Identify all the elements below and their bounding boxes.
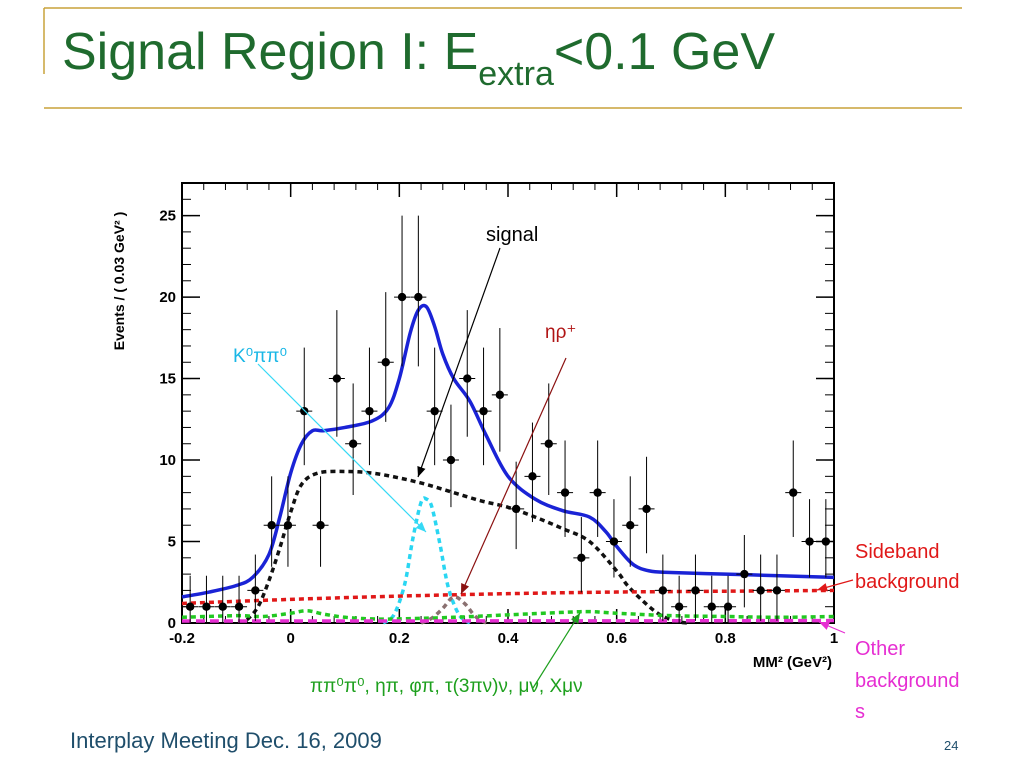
other-label-1: Other xyxy=(855,638,905,660)
x-tick-label: 0.6 xyxy=(606,630,627,647)
sideband-label-1: Sideband xyxy=(855,541,940,563)
data-point xyxy=(560,488,570,497)
curve-pi-pi0-pi0-etc xyxy=(181,609,835,621)
data-point xyxy=(202,602,211,611)
sideband-arrow-head xyxy=(817,583,828,592)
data-point xyxy=(495,390,505,400)
data-point xyxy=(316,521,325,530)
data-point xyxy=(365,406,374,416)
x-tick-label: 1 xyxy=(830,630,838,647)
title-frame xyxy=(43,7,962,109)
curve-eta-rho xyxy=(420,595,488,625)
x-tick-label: 0.4 xyxy=(498,630,520,647)
green-bkg-label: ππ⁰π⁰, ηπ, φπ, τ(3πν)ν, μν, Xμν xyxy=(310,676,583,697)
x-tick-label: 0.2 xyxy=(389,630,410,647)
data-point xyxy=(593,488,602,497)
annotation-arrows xyxy=(257,247,854,689)
y-tick-label: 0 xyxy=(168,615,176,632)
data-point xyxy=(723,602,733,611)
data-point xyxy=(609,537,619,546)
data-point xyxy=(332,374,342,383)
data-point xyxy=(658,586,668,595)
data-point xyxy=(707,602,716,611)
data-point xyxy=(397,292,407,302)
y-axis-label: Events / ( 0.03 GeV² ) xyxy=(111,212,127,351)
k0-label: K⁰ππ⁰ xyxy=(233,346,287,367)
data-point xyxy=(805,537,814,546)
plot-frame xyxy=(181,182,835,624)
signal-label: signal xyxy=(486,224,538,246)
curve-k0pi0 xyxy=(381,496,472,625)
page-title: Signal Region I: Eextra<0.1 GeV xyxy=(62,23,776,93)
y-tick-label: 25 xyxy=(159,208,176,225)
other-arrow-head xyxy=(819,622,830,630)
curve-signal xyxy=(245,469,688,625)
x-tick-label: 0 xyxy=(286,630,294,647)
data-point xyxy=(348,439,358,448)
data-point xyxy=(821,537,831,546)
x-tick-label: -0.2 xyxy=(169,630,195,647)
curve-sideband-background xyxy=(181,588,835,606)
curve-total-fit xyxy=(181,303,835,599)
page-number: 24 xyxy=(944,738,959,753)
y-tick-label: 10 xyxy=(159,452,176,469)
data-point xyxy=(626,521,635,530)
title-area: Signal Region I: Eextra<0.1 GeV xyxy=(0,0,1024,110)
data-point xyxy=(511,504,521,514)
k0-arrow-head xyxy=(415,521,426,532)
data-point xyxy=(577,553,586,563)
signal-arrow xyxy=(417,247,501,478)
data-point xyxy=(691,586,700,595)
data-point xyxy=(544,439,553,448)
curve-other-backgrounds xyxy=(182,618,835,623)
other-label-2: background xyxy=(855,670,960,692)
data-point xyxy=(772,586,782,595)
etarho-arrow xyxy=(460,357,567,595)
data-point xyxy=(251,586,260,595)
data-point xyxy=(430,406,439,416)
other-label-3: s xyxy=(855,701,865,723)
y-tick-label: 15 xyxy=(159,371,176,388)
x-axis-label: MM² (GeV²) xyxy=(753,654,832,671)
fit-curves xyxy=(181,303,835,625)
data-point xyxy=(381,358,390,367)
x-tick-label: 0.8 xyxy=(715,630,736,647)
green-bkg-arrow xyxy=(532,612,581,689)
data-point xyxy=(283,521,293,530)
data-point xyxy=(218,602,227,611)
footer-text: Interplay Meeting Dec. 16, 2009 xyxy=(70,728,382,753)
title-tail: <0.1 GeV xyxy=(553,23,776,81)
data-point xyxy=(463,374,472,383)
data-point xyxy=(528,472,537,481)
data-point xyxy=(185,602,195,611)
etarho-arrow-head xyxy=(461,583,470,594)
signal-arrow-head xyxy=(417,466,426,477)
etarho-label: ηρ⁺ xyxy=(545,322,576,343)
data-point xyxy=(789,488,798,497)
data-point xyxy=(479,406,488,416)
data-point xyxy=(756,586,765,595)
sideband-label-2: background xyxy=(855,571,960,593)
data-point xyxy=(740,569,749,579)
green-bkg-arrow-head xyxy=(570,613,580,624)
data-point xyxy=(414,292,423,302)
k0-arrow xyxy=(257,363,427,533)
data-point xyxy=(642,504,651,514)
data-point xyxy=(300,406,309,416)
y-tick-label: 20 xyxy=(159,289,176,306)
data-point xyxy=(234,602,244,611)
data-point xyxy=(267,521,276,530)
data-points xyxy=(182,215,834,623)
title-subscript: extra xyxy=(478,55,554,93)
y-tick-label: 5 xyxy=(168,534,176,551)
data-point xyxy=(674,602,684,611)
data-point xyxy=(446,455,456,465)
